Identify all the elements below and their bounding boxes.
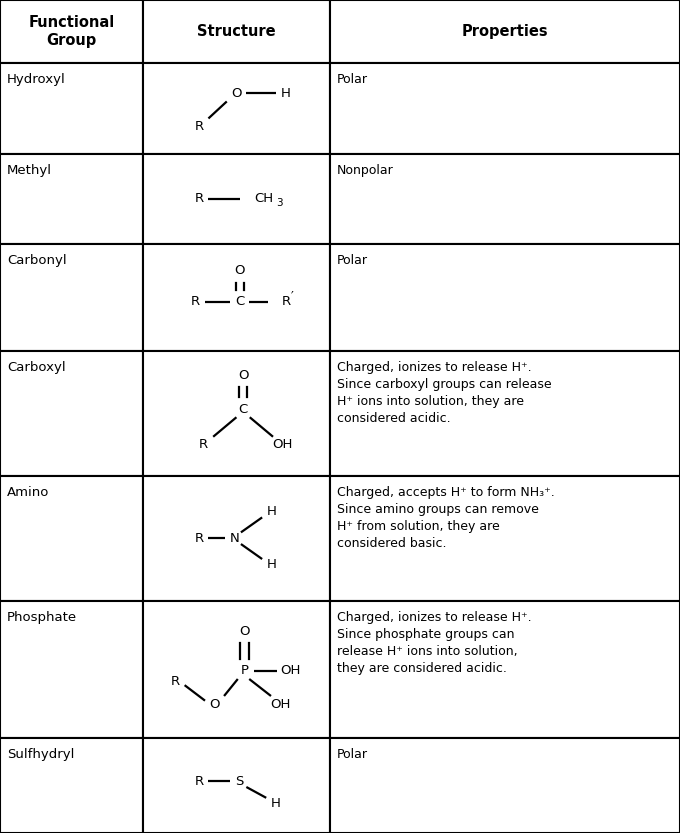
Text: H: H: [280, 87, 290, 100]
Text: R: R: [191, 295, 200, 308]
Text: O: O: [231, 87, 241, 100]
Text: O: O: [239, 626, 250, 638]
Bar: [0, 0, 143, 63]
Text: Charged, ionizes to release H⁺.
Since phosphate groups can
release H⁺ ions into : Charged, ionizes to release H⁺. Since ph…: [337, 611, 531, 675]
Bar: [330, 0, 680, 63]
Text: Hydroxyl: Hydroxyl: [7, 73, 65, 86]
Text: OH: OH: [281, 665, 301, 677]
Bar: [0, 351, 143, 476]
Text: S: S: [235, 775, 244, 788]
Text: ′: ′: [291, 289, 294, 302]
Bar: [0, 244, 143, 351]
Text: R: R: [194, 531, 203, 545]
Bar: [330, 601, 680, 738]
Bar: [330, 738, 680, 833]
Text: Functional
Group: Functional Group: [29, 15, 114, 47]
Bar: [0, 601, 143, 738]
Text: R: R: [199, 438, 208, 451]
Text: OH: OH: [271, 698, 290, 711]
Text: Carbonyl: Carbonyl: [7, 254, 67, 267]
Text: H: H: [267, 505, 277, 518]
Bar: [0, 63, 143, 153]
Text: OH: OH: [273, 438, 292, 451]
Text: O: O: [238, 369, 248, 382]
Bar: [330, 244, 680, 351]
Bar: [143, 738, 330, 833]
Bar: [330, 351, 680, 476]
Text: Sulfhydryl: Sulfhydryl: [7, 748, 74, 761]
Bar: [143, 0, 330, 63]
Text: R: R: [194, 775, 203, 788]
Text: H: H: [271, 797, 281, 811]
Bar: [143, 63, 330, 153]
Text: Structure: Structure: [197, 24, 275, 39]
Bar: [143, 351, 330, 476]
Bar: [330, 63, 680, 153]
Text: O: O: [235, 264, 245, 277]
Text: Charged, accepts H⁺ to form NH₃⁺.
Since amino groups can remove
H⁺ from solution: Charged, accepts H⁺ to form NH₃⁺. Since …: [337, 486, 554, 550]
Bar: [143, 244, 330, 351]
Text: N: N: [229, 531, 239, 545]
Bar: [330, 153, 680, 244]
Text: O: O: [209, 698, 220, 711]
Text: Polar: Polar: [337, 73, 368, 86]
Text: Carboxyl: Carboxyl: [7, 361, 65, 374]
Bar: [330, 476, 680, 601]
Text: CH: CH: [254, 192, 274, 206]
Bar: [143, 153, 330, 244]
Bar: [0, 738, 143, 833]
Text: Polar: Polar: [337, 748, 368, 761]
Text: Phosphate: Phosphate: [7, 611, 77, 624]
Text: H: H: [267, 558, 277, 571]
Text: Properties: Properties: [462, 24, 548, 39]
Text: Charged, ionizes to release H⁺.
Since carboxyl groups can release
H⁺ ions into s: Charged, ionizes to release H⁺. Since ca…: [337, 361, 551, 425]
Bar: [0, 476, 143, 601]
Bar: [0, 153, 143, 244]
Text: C: C: [235, 295, 244, 308]
Text: Methyl: Methyl: [7, 163, 52, 177]
Text: 3: 3: [276, 198, 282, 208]
Text: Amino: Amino: [7, 486, 49, 499]
Text: Polar: Polar: [337, 254, 368, 267]
Text: C: C: [239, 402, 248, 416]
Bar: [143, 601, 330, 738]
Bar: [143, 476, 330, 601]
Text: R: R: [282, 295, 291, 308]
Text: R: R: [171, 676, 180, 688]
Text: R: R: [194, 192, 203, 206]
Text: P: P: [241, 665, 248, 677]
Text: R: R: [194, 120, 203, 133]
Text: Nonpolar: Nonpolar: [337, 163, 393, 177]
